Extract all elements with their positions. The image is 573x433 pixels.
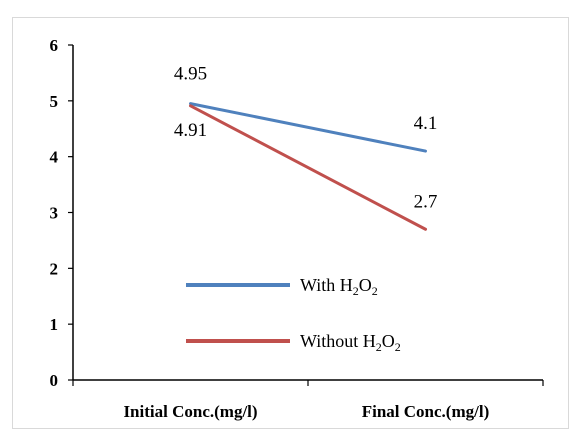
y-tick-label: 1 <box>50 315 59 334</box>
legend-label: Without H2O2 <box>300 331 401 354</box>
legend-text-part: Without H <box>300 331 376 351</box>
data-label: 4.1 <box>414 113 438 134</box>
series-line-1 <box>189 104 427 231</box>
legend-text-part: O <box>359 275 372 295</box>
x-axis: Initial Conc.(mg/l) Final Conc.(mg/l) <box>72 380 544 421</box>
legend-text-part: O <box>382 331 395 351</box>
legend-subscript: 2 <box>376 340 382 354</box>
data-label: 2.7 <box>414 191 438 212</box>
y-axis: 0 1 2 3 4 5 6 <box>50 36 73 390</box>
y-tick-label: 5 <box>50 92 59 111</box>
x-category-label: Initial Conc.(mg/l) <box>123 402 257 421</box>
data-label: 4.91 <box>174 120 207 141</box>
y-tick-label: 3 <box>50 204 59 223</box>
legend-subscript: 2 <box>395 340 401 354</box>
y-tick-label: 2 <box>50 259 59 278</box>
y-tick-label: 6 <box>50 36 59 55</box>
data-label: 4.95 <box>174 64 207 85</box>
chart-area <box>12 17 569 429</box>
series-line-0 <box>189 102 427 153</box>
y-tick-label: 4 <box>50 148 59 167</box>
y-tick-label: 0 <box>50 371 59 390</box>
legend-subscript: 2 <box>372 284 378 298</box>
x-category-label: Final Conc.(mg/l) <box>362 402 490 421</box>
legend-text-part: With H <box>300 275 353 295</box>
legend-label: With H2O2 <box>300 275 378 298</box>
legend-subscript: 2 <box>353 284 359 298</box>
series-group: 4.95 4.1 4.91 2.7 <box>174 64 438 231</box>
